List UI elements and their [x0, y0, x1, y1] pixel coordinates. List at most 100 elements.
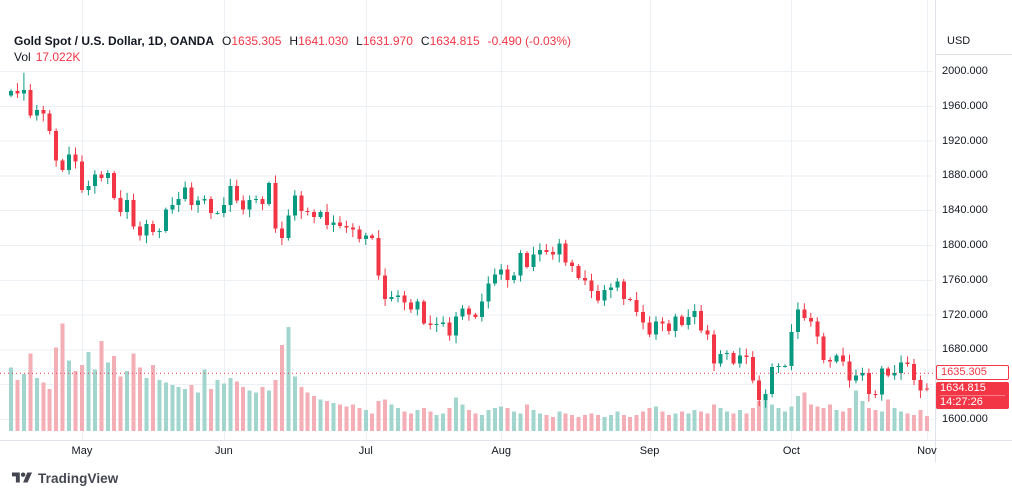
candle-body [350, 227, 355, 230]
candle-body [892, 372, 897, 376]
candle-body [337, 222, 342, 226]
volume-bar [821, 408, 826, 431]
candle-body [557, 243, 562, 255]
candle-body [860, 372, 865, 376]
candle-body [325, 211, 330, 225]
ohlc-open-label: O [222, 34, 232, 48]
candle-body [247, 199, 252, 210]
volume-bar [634, 415, 639, 431]
candle-body [518, 252, 523, 276]
price-tick-label: 1840.000 [942, 204, 988, 217]
volume-bar [518, 413, 523, 431]
price-axis[interactable]: USD 1635.305 1634.815 14:27:26 2000.000 1… [936, 0, 1012, 462]
symbol-title[interactable]: Gold Spot / U.S. Dollar, 1D, OANDA [14, 34, 215, 48]
month-label: Jul [358, 445, 373, 457]
price-tick-label: 1880.000 [942, 169, 988, 182]
volume-bar [834, 409, 839, 431]
volume-bar [460, 404, 465, 431]
candle-body [454, 316, 459, 336]
volume-bar [783, 411, 787, 431]
candle-body [563, 243, 568, 263]
volume-bar [724, 411, 729, 431]
price-tick-label: 1720.000 [942, 308, 988, 321]
candle-body [163, 209, 168, 232]
volume-bar [576, 416, 581, 431]
volume-bar [918, 409, 923, 431]
candle-body [434, 324, 439, 326]
ohlc-low: L1631.970 [356, 34, 413, 48]
open-price-tag: 1635.305 [936, 365, 1009, 381]
candle-body [241, 200, 246, 210]
ohlc-high-value: 1641.030 [298, 34, 349, 48]
candle-body [750, 357, 755, 381]
ohlc-high: H1641.030 [289, 34, 348, 48]
time-axis[interactable]: May Jun Jul Aug Sep Oct Nov [0, 441, 1012, 462]
axis-divider [936, 54, 1012, 55]
ohlc-close-value: 1634.815 [429, 34, 480, 48]
volume-label: Vol [14, 50, 31, 64]
volume-bar [608, 415, 613, 431]
volume-bar [647, 408, 652, 431]
candle-body [344, 225, 349, 228]
volume-bar [318, 399, 323, 431]
volume-bar [479, 415, 484, 431]
candle-body [763, 393, 768, 400]
volume-bar [344, 406, 349, 431]
volume-bar [234, 381, 239, 431]
volume-bar [131, 353, 136, 431]
candle-body [686, 317, 691, 326]
tradingview-logo-icon[interactable] [12, 470, 32, 486]
volume-bar [28, 353, 33, 431]
candle-body [673, 316, 678, 332]
volume-bar [686, 413, 691, 431]
volume-bar [92, 369, 97, 431]
candle-body [189, 187, 194, 205]
volume-bar [54, 347, 59, 431]
volume-bar [196, 392, 201, 431]
volume-bar [118, 376, 123, 431]
volume-bar [421, 408, 426, 431]
candle-body [834, 355, 839, 362]
volume-bar [228, 378, 233, 431]
candle-body [499, 269, 504, 275]
candle-body [724, 352, 729, 354]
candle-body [918, 379, 923, 391]
legend-row-symbol: Gold Spot / U.S. Dollar, 1D, OANDA O1635… [14, 34, 571, 50]
brand-name[interactable]: TradingView [38, 470, 119, 486]
ohlc-low-label: L [356, 34, 363, 48]
volume-bar [621, 415, 626, 431]
volume-bar [602, 416, 607, 431]
candle-body [408, 302, 413, 310]
volume-bar [41, 382, 46, 431]
volume-bar [905, 413, 910, 431]
candle-body [221, 204, 226, 213]
candle-body [602, 290, 607, 301]
legend-row-volume: Vol 17.022K [14, 50, 571, 66]
volume-bar [589, 413, 594, 431]
month-label: Aug [491, 445, 511, 457]
volume-bar [899, 411, 904, 431]
candle-body [273, 183, 278, 229]
volume-bar [473, 413, 478, 431]
volume-bar [176, 387, 181, 431]
candle-body [795, 309, 800, 332]
volume-bar [666, 415, 671, 431]
volume-bar [408, 413, 413, 431]
candle-body [718, 353, 723, 364]
volume-bar [202, 369, 207, 431]
candle-body [879, 368, 884, 395]
volume-bar [376, 401, 381, 431]
candle-body [776, 365, 781, 367]
volume-bar [866, 408, 871, 431]
volume-bar [512, 411, 517, 431]
volume-bar [802, 392, 807, 431]
candle-body [847, 361, 852, 381]
candle-body [228, 185, 233, 205]
candle-body [170, 204, 175, 210]
candle-body [331, 222, 336, 225]
candle-body [841, 355, 846, 362]
month-label: Jun [214, 445, 233, 457]
candle-body [770, 366, 775, 394]
